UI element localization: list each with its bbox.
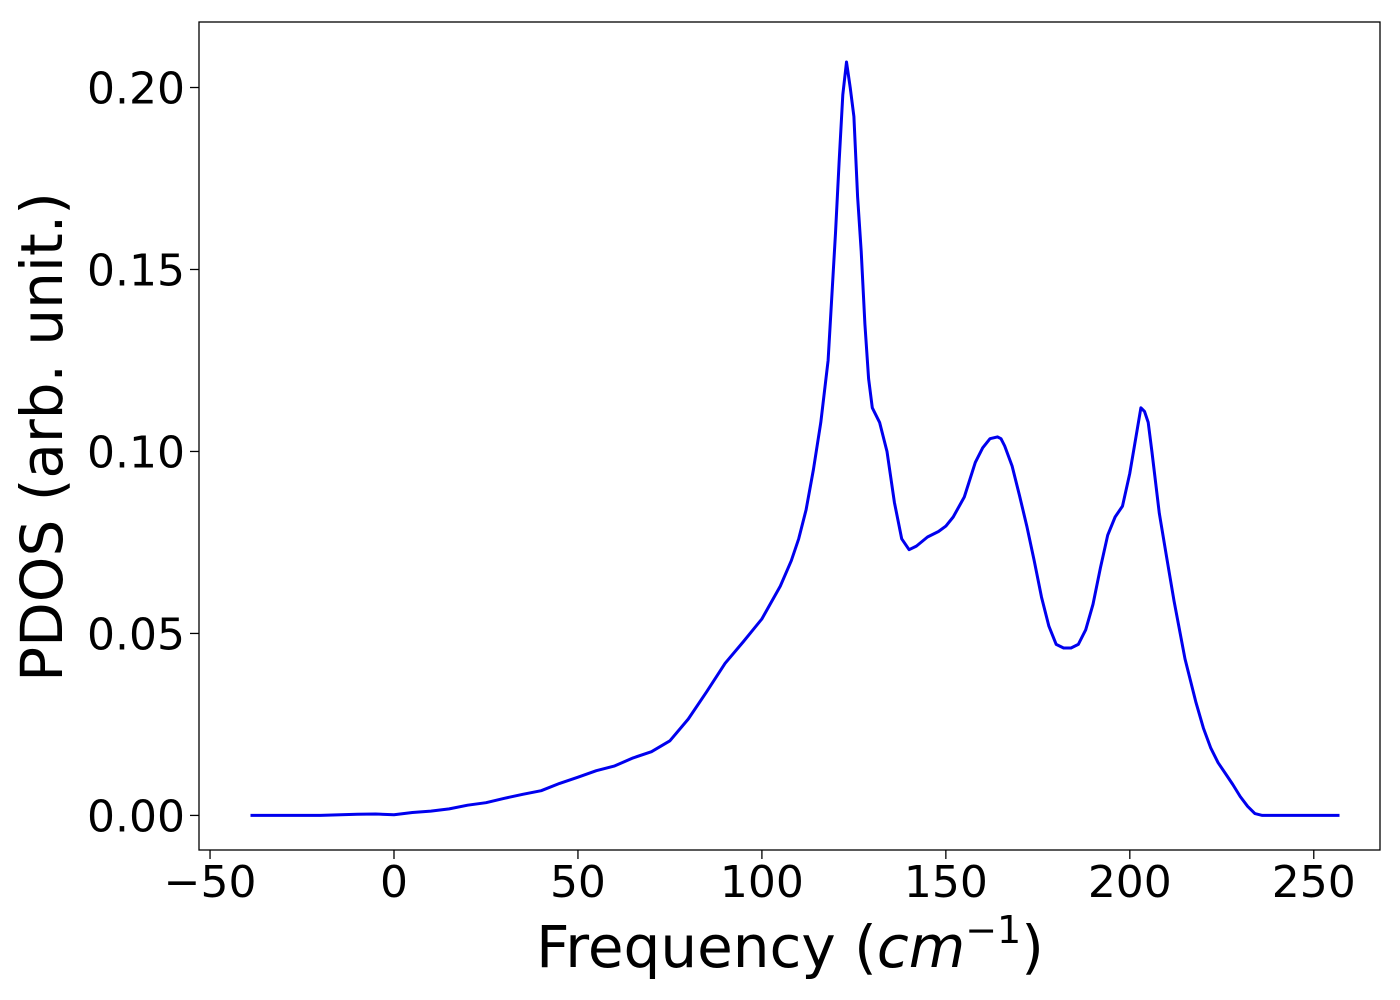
series-line-0 — [250, 60, 1340, 817]
y-axis-ticks: 0.00 0.05 0.10 0.15 0.20 — [87, 64, 199, 842]
x-tick-label: 150 — [904, 857, 988, 908]
x-tick-label: −50 — [164, 857, 257, 908]
x-tick-label: 50 — [550, 857, 606, 908]
y-tick-label: 0.20 — [87, 64, 185, 115]
y-tick-label: 0.00 — [87, 791, 185, 842]
y-tick-label: 0.05 — [87, 609, 185, 660]
y-tick-label: 0.10 — [87, 427, 185, 478]
x-tick-label: 250 — [1272, 857, 1356, 908]
plot-layer — [250, 60, 1340, 817]
x-tick-label: 200 — [1088, 857, 1172, 908]
x-axis-label: Frequency (cm−1) — [536, 908, 1044, 981]
x-tick-label: 0 — [380, 857, 408, 908]
y-tick-label: 0.15 — [87, 245, 185, 296]
x-tick-label: 100 — [720, 857, 804, 908]
x-axis-ticks: −50 0 50 100 150 200 250 — [164, 850, 1356, 908]
y-axis-label: PDOS (arb. unit.) — [8, 192, 76, 682]
plot-frame — [198, 21, 1381, 851]
